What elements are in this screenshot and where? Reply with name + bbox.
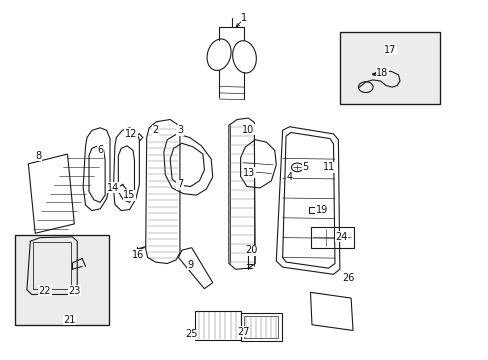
Bar: [339, 32, 439, 104]
Bar: [33, 242, 71, 289]
Text: 12: 12: [124, 129, 137, 139]
Bar: [194, 311, 241, 340]
Text: 14: 14: [107, 183, 120, 193]
Text: 13: 13: [243, 168, 255, 178]
Text: 3: 3: [177, 125, 183, 135]
Text: 25: 25: [185, 329, 198, 339]
Bar: [310, 227, 353, 248]
Text: 1: 1: [241, 13, 247, 23]
Text: 27: 27: [237, 327, 249, 337]
Text: 19: 19: [315, 204, 327, 215]
Text: 17: 17: [383, 45, 396, 55]
Text: 26: 26: [341, 273, 354, 283]
Text: 10: 10: [242, 125, 254, 135]
Bar: [15, 235, 108, 325]
Text: 22: 22: [39, 286, 51, 296]
Text: 7: 7: [177, 179, 183, 189]
Bar: [244, 316, 278, 338]
Text: 11: 11: [322, 162, 334, 172]
Text: 15: 15: [123, 190, 136, 200]
Text: 21: 21: [63, 315, 76, 325]
Text: 4: 4: [286, 172, 292, 182]
Text: 9: 9: [187, 260, 193, 270]
Text: 23: 23: [68, 286, 81, 296]
Text: 20: 20: [245, 245, 258, 255]
Text: 8: 8: [35, 150, 41, 161]
Bar: [240, 313, 282, 341]
Text: 18: 18: [375, 68, 388, 78]
Text: 16: 16: [131, 250, 144, 260]
Text: 2: 2: [152, 125, 158, 135]
Text: 24: 24: [334, 232, 347, 242]
Text: 6: 6: [97, 145, 103, 156]
Bar: [308, 207, 321, 213]
Text: 5: 5: [302, 162, 308, 172]
